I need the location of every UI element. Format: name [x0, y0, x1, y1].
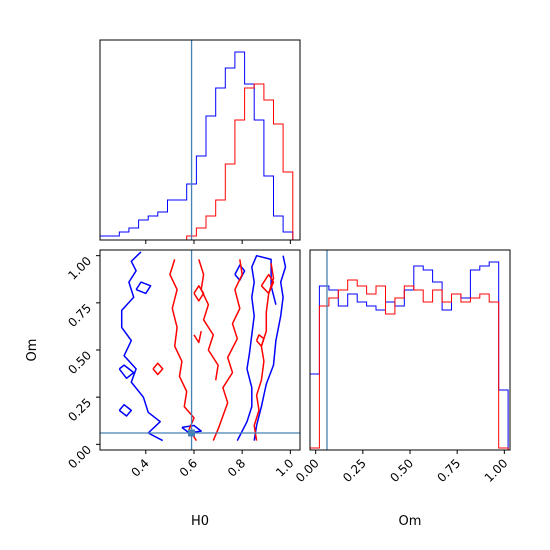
x-axis-label-om: Om	[399, 514, 422, 529]
contour-x-tick-label: 0.4	[129, 456, 152, 479]
contour-x-tick-label: 0.6	[177, 456, 200, 479]
contour-panel: 0.4 0.6 0.8 1.0 0.000.250.500.751.00 H0 Om	[25, 249, 301, 529]
hist-h0-blue-series	[100, 51, 294, 240]
contour-y-ticks: 0.00 0.25 0.50 0.75 1.00	[65, 254, 100, 471]
hist-om-frame	[309, 249, 511, 451]
hist-h0-panel	[99, 39, 301, 244]
hist-om-tick-label: 0.00	[293, 456, 322, 485]
contour-red-line	[169, 259, 198, 442]
contour-red-line	[193, 330, 202, 344]
hist-om-red-series	[310, 279, 509, 450]
contour-y-tick-label: 0.25	[65, 395, 94, 424]
contour-y-tick-label: 0.50	[65, 348, 94, 377]
truth-marker	[188, 429, 196, 437]
x-axis-label-h0: H0	[191, 514, 209, 529]
contour-y-tick-label: 0.75	[65, 301, 94, 330]
contour-blue-line	[120, 251, 164, 442]
contour-red-line	[260, 273, 275, 295]
hist-h0-red-series	[100, 83, 294, 240]
y-axis-label-om: Om	[25, 339, 40, 362]
contour-red-line	[212, 259, 243, 441]
contour-y-tick-label: 0.00	[65, 443, 94, 472]
contour-blue-line	[118, 403, 133, 417]
hist-om-tick-label: 0.25	[340, 456, 369, 485]
contour-blue-line	[253, 255, 287, 441]
hist-om-panel: 0.00 0.25 0.50 0.75 1.00 Om	[293, 249, 511, 529]
hist-om-tick-label: 0.75	[434, 456, 463, 485]
contour-blue-line	[234, 264, 246, 281]
hist-om-tick-label: 0.50	[387, 456, 416, 485]
contour-red-line	[193, 285, 205, 302]
contour-blue-line	[135, 281, 152, 295]
contour-red-line	[198, 259, 219, 381]
contour-red-line	[255, 334, 265, 347]
hist-h0-ticks	[145, 240, 291, 244]
hist-om-tick-label: 1.00	[482, 456, 511, 485]
hist-h0-series	[100, 51, 294, 240]
contour-x-ticks: 0.4 0.6 0.8 1.0	[129, 450, 296, 480]
contour-blue-line	[236, 254, 277, 441]
contour-y-tick-label: 1.00	[65, 254, 94, 283]
hist-om-blue-series	[310, 261, 509, 450]
contour-x-tick-label: 0.8	[225, 456, 248, 479]
hist-om-ticks: 0.00 0.25 0.50 0.75 1.00	[293, 450, 510, 485]
hist-om-series	[310, 261, 509, 450]
contour-blue-line	[118, 364, 135, 380]
contour-red-line	[152, 362, 164, 376]
hist-h0-frame	[99, 39, 301, 241]
contour-lines	[118, 251, 287, 442]
